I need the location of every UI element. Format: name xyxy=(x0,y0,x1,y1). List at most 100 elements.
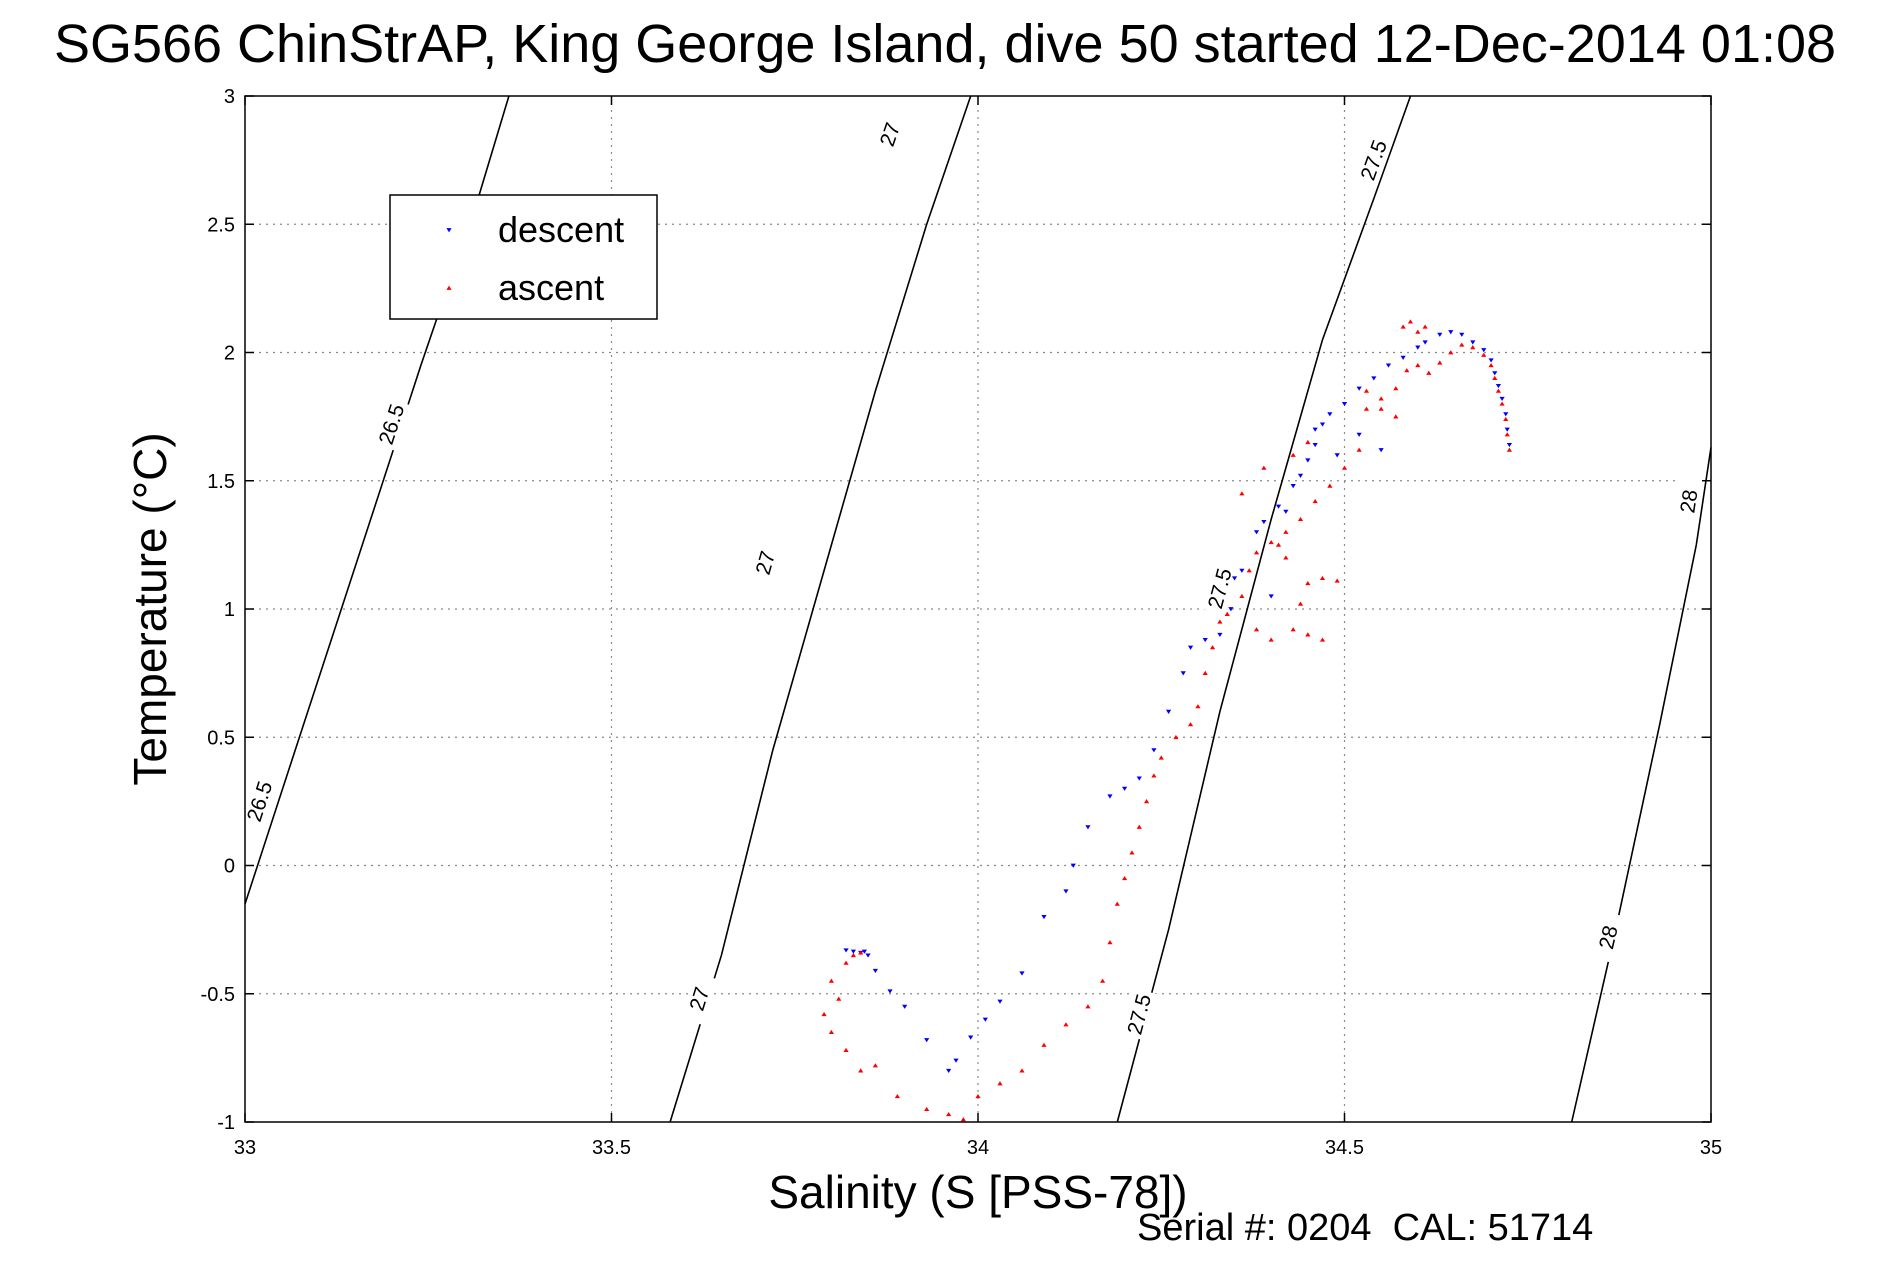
ascent-point xyxy=(1187,722,1194,727)
descent-point xyxy=(982,1017,988,1022)
descent-point xyxy=(1253,530,1260,535)
x-tick-label: 34.5 xyxy=(1325,1137,1364,1159)
ascent-point xyxy=(1268,637,1274,642)
isopycnal-27 xyxy=(669,95,972,1123)
ascent-point xyxy=(1415,329,1421,334)
data-series xyxy=(821,319,1513,1122)
ascent-point xyxy=(1470,345,1476,350)
descent-point xyxy=(1385,363,1392,368)
ascent-point xyxy=(1253,627,1260,632)
ascent-point xyxy=(1319,637,1326,642)
descent-point xyxy=(1063,889,1069,894)
ascent-point xyxy=(1341,465,1348,470)
chart-title: SG566 ChinStrAP, King George Island, div… xyxy=(54,14,1836,74)
ascent-point xyxy=(1297,601,1304,606)
ascent-point xyxy=(1122,875,1128,881)
ascent-point xyxy=(1063,1022,1069,1027)
descent-point xyxy=(1334,453,1340,458)
ascent-point xyxy=(1422,324,1428,329)
x-tick-label: 34 xyxy=(967,1137,989,1159)
descent-point xyxy=(1217,632,1223,637)
descent-point xyxy=(1437,332,1443,337)
ascent-point xyxy=(843,960,849,965)
axis-ticks: 33 33.5 34 34.5 35 -1 -0.5 0 0.5 1 1.5 2 2.5 3 xyxy=(201,86,1723,1159)
ascent-point xyxy=(1246,568,1252,573)
legend: descent ascent xyxy=(389,194,658,320)
ascent-point xyxy=(1217,619,1223,624)
descent-point xyxy=(887,989,893,994)
legend-marker-ascent xyxy=(446,285,452,290)
ascent-point xyxy=(1363,388,1370,393)
ascent-point xyxy=(1506,447,1513,452)
descent-point xyxy=(968,1035,974,1040)
ascent-point xyxy=(1481,352,1487,357)
ascent-point xyxy=(946,1111,952,1117)
descent-point xyxy=(861,949,867,954)
isopycnal-label-bg xyxy=(372,397,411,451)
descent-point xyxy=(997,999,1003,1004)
ascent-point xyxy=(1305,632,1311,637)
isopycnal-28 xyxy=(1570,447,1712,1123)
isopycnal-label: 26.5 xyxy=(243,779,278,825)
ascent-point xyxy=(1492,375,1498,380)
legend-label-descent: descent xyxy=(498,209,624,250)
descent-point xyxy=(1019,971,1025,976)
ascent-point xyxy=(1158,755,1164,760)
descent-point xyxy=(1151,748,1157,753)
descent-point xyxy=(1422,340,1428,345)
ascent-point xyxy=(828,1029,834,1035)
ascent-point xyxy=(1136,824,1142,829)
ascent-point xyxy=(1290,452,1296,457)
ascent-point xyxy=(872,1063,878,1068)
descent-point xyxy=(1341,401,1348,407)
descent-point xyxy=(1261,519,1267,525)
descent-point xyxy=(1239,568,1245,573)
descent-point xyxy=(1305,458,1311,463)
ascent-point xyxy=(1143,799,1150,804)
ascent-point xyxy=(1239,491,1245,496)
ascent-point xyxy=(960,1117,966,1122)
ascent-point xyxy=(843,1047,849,1052)
descent-point xyxy=(1231,576,1238,581)
descent-point xyxy=(1492,371,1498,376)
descent-point xyxy=(953,1058,959,1063)
descent-point xyxy=(850,949,856,954)
ascent-point xyxy=(1499,401,1505,406)
descent-point xyxy=(1400,355,1406,360)
isopycnal-label-bg xyxy=(1354,133,1394,187)
ascent-point xyxy=(1393,414,1399,419)
isopycnal-label-bg xyxy=(1202,562,1238,615)
ascent-point xyxy=(836,996,842,1001)
ascent-point xyxy=(1129,850,1135,855)
x-tick-label: 33.5 xyxy=(592,1137,631,1159)
descent-point xyxy=(1312,427,1318,432)
x-tick-label: 33 xyxy=(234,1137,256,1159)
ascent-point xyxy=(1319,575,1326,581)
ascent-point xyxy=(894,1094,900,1099)
ascent-point xyxy=(1019,1068,1025,1073)
isopycnal-label-bg xyxy=(1121,987,1158,1041)
descent-point xyxy=(1228,607,1234,612)
y-tick-label: 2 xyxy=(224,343,235,365)
isopycnal-label: 28 xyxy=(1676,488,1702,515)
descent-point xyxy=(1327,412,1333,417)
descent-point xyxy=(1268,594,1274,599)
descent-point xyxy=(1180,671,1186,676)
descent-point xyxy=(1283,509,1289,514)
descent-point xyxy=(1122,786,1128,791)
y-tick-label: -0.5 xyxy=(201,984,235,1006)
ascent-point xyxy=(1268,539,1274,545)
ascent-point xyxy=(1488,362,1494,368)
x-tick-label: 35 xyxy=(1700,1137,1722,1159)
ascent-point xyxy=(1261,465,1267,470)
y-tick-label: 0 xyxy=(224,856,235,878)
isopycnal-27-5 xyxy=(1116,95,1412,1123)
ascent-point xyxy=(924,1106,930,1111)
isopycnal-26-5 xyxy=(244,95,510,905)
descent-point xyxy=(1459,332,1465,337)
y-tick-label: 1.5 xyxy=(207,471,235,493)
isopycnal-label-bg xyxy=(870,107,910,162)
ascent-point xyxy=(1378,406,1384,411)
ascent-point xyxy=(1378,396,1384,401)
